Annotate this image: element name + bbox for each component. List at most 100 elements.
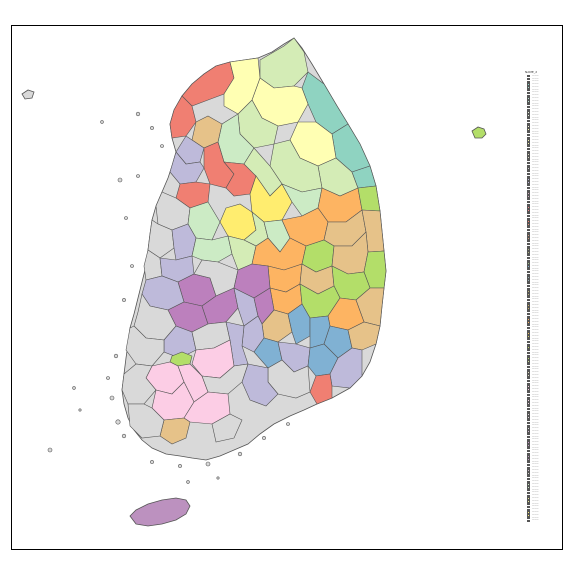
- legend-label: ———: [532, 409, 539, 413]
- legend-swatch: [527, 396, 530, 400]
- legend-swatch: [527, 435, 530, 439]
- legend-swatch: [527, 206, 530, 209]
- legend-label: ———: [532, 283, 539, 287]
- island: [160, 144, 164, 148]
- legend-swatch: [527, 281, 530, 285]
- legend-label: ———: [532, 426, 539, 430]
- legend-entry: ———: [527, 121, 561, 126]
- island: [121, 433, 127, 439]
- legend-label: ———: [532, 235, 539, 239]
- legend-swatch: [527, 301, 530, 304]
- legend-entry: ———: [527, 130, 561, 134]
- legend-label: ———: [532, 490, 539, 494]
- legend-swatch: [527, 83, 530, 86]
- legend-swatch: [527, 102, 530, 106]
- legend-swatch: [527, 363, 530, 366]
- legend-swatch: [527, 511, 530, 514]
- legend-swatch: [527, 413, 530, 416]
- legend-entry: ———: [527, 208, 561, 212]
- island: [115, 419, 121, 425]
- legend-entry: ———: [527, 361, 561, 366]
- legend-swatch: [527, 86, 530, 89]
- legend-entry: ———: [527, 133, 561, 137]
- legend-swatch: [527, 441, 530, 444]
- legend-entry: ———: [527, 370, 561, 374]
- legend-entry: ———: [527, 356, 561, 360]
- legend-swatch: [527, 474, 530, 478]
- legend-label: ———: [532, 230, 539, 234]
- legend-entry: ———: [527, 172, 561, 176]
- legend-label: ———: [532, 168, 539, 172]
- legend-swatch: [527, 209, 530, 212]
- island: [100, 120, 104, 124]
- legend-label: ———: [532, 395, 539, 399]
- legend-label: ———: [532, 135, 539, 139]
- legend-entry: ———: [527, 306, 561, 310]
- legend-entry: ———: [527, 505, 561, 509]
- legend-swatch: [527, 200, 530, 204]
- legend-swatch: [527, 133, 530, 137]
- legend-entry: ———: [527, 253, 561, 257]
- legend-label: ———: [532, 110, 539, 114]
- legend-label: ———: [532, 221, 539, 225]
- legend-entry: ———: [527, 289, 561, 293]
- legend-swatch: [527, 214, 530, 218]
- legend-swatch: [527, 198, 530, 201]
- legend-swatch: [527, 175, 530, 179]
- legend-swatch: [527, 170, 530, 173]
- legend-label: ———: [532, 272, 539, 276]
- legend-swatch: [527, 217, 530, 221]
- legend-entry: ———: [527, 233, 561, 237]
- legend-entry: ———: [527, 337, 561, 341]
- legend-label: ———: [532, 294, 539, 298]
- legend-label: ———: [532, 241, 539, 245]
- legend-label: ———: [532, 275, 539, 279]
- legend-entry: ———: [527, 286, 561, 291]
- legend-label: ———: [532, 115, 539, 119]
- legend-entry: ———: [527, 135, 561, 140]
- legend-label: ———: [532, 468, 539, 472]
- legend-label: ———: [532, 361, 539, 365]
- legend-swatch: [527, 480, 530, 483]
- legend-swatch: [527, 184, 530, 187]
- legend-label: ———: [532, 300, 539, 304]
- legend-swatch: [527, 332, 530, 335]
- legend-entry: ———: [527, 454, 561, 458]
- legend-label: ———: [532, 297, 539, 301]
- legend-entry: ———: [527, 77, 561, 81]
- legend-swatch: [527, 158, 530, 162]
- legend-label: ———: [532, 487, 539, 491]
- legend-entry: ———: [527, 200, 561, 204]
- legend-entry: ———: [527, 418, 561, 422]
- legend-swatch: [527, 130, 530, 134]
- legend-entry: ———: [527, 345, 561, 349]
- legend-entry: ———: [527, 300, 561, 305]
- legend-entry: ———: [527, 502, 561, 506]
- legend-swatch: [527, 251, 530, 254]
- legend-swatch: [527, 379, 530, 383]
- region-gyeongbuk-b: [357, 185, 381, 212]
- legend-label: ———: [532, 205, 539, 209]
- legend-label: ———: [532, 84, 539, 88]
- map-legend: NAME_2 ——— ——— ——— ——— ——— ——— ——— ——— ——— ——— ———…: [525, 70, 561, 540]
- legend-swatch: [527, 466, 530, 469]
- region-gyeonggi-b: [169, 95, 197, 139]
- korea-district-map[interactable]: [12, 26, 563, 550]
- legend-entry: ———: [527, 245, 561, 249]
- legend-swatch: [527, 444, 530, 447]
- legend-swatch: [527, 365, 530, 369]
- legend-entry: ———: [527, 261, 561, 265]
- legend-label: ———: [532, 412, 539, 416]
- legend-label: ———: [532, 339, 539, 343]
- legend-swatch: [527, 142, 530, 145]
- legend-swatch: [527, 407, 530, 411]
- legend-swatch: [527, 494, 530, 497]
- legend-entry: ———: [527, 292, 561, 296]
- legend-swatch: [527, 446, 530, 450]
- legend-entry: ———: [527, 256, 561, 260]
- legend-entry: ———: [527, 365, 561, 369]
- legend-entry: ———: [527, 426, 561, 430]
- region-chungnam-c: [147, 219, 175, 259]
- legend-swatch: [527, 276, 530, 279]
- legend-swatch: [527, 497, 530, 500]
